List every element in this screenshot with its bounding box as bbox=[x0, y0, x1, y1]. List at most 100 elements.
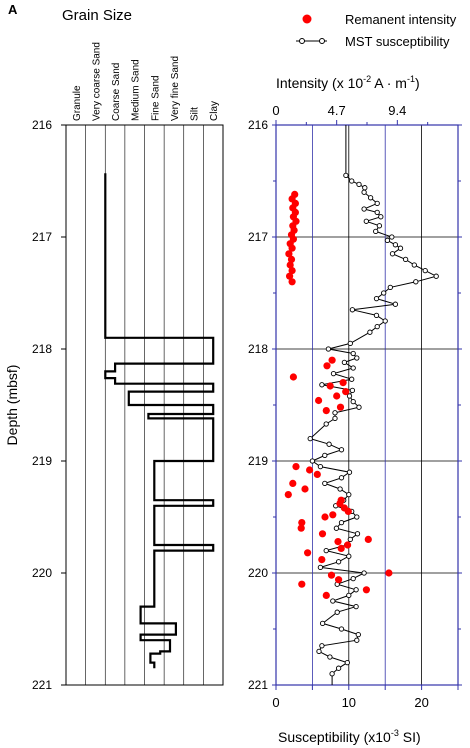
mst-susceptibility-point bbox=[341, 359, 348, 366]
mst-susceptibility-point bbox=[307, 435, 313, 442]
magnetics-y-tick-label: 218 bbox=[248, 342, 268, 356]
mst-susceptibility-point bbox=[378, 214, 384, 220]
remanent-intensity-point bbox=[288, 267, 296, 275]
remanent-intensity-point bbox=[336, 403, 345, 411]
remanent-intensity-point bbox=[322, 407, 330, 415]
remanent-intensity-point bbox=[323, 362, 331, 370]
mst-susceptibility-point bbox=[338, 626, 345, 632]
mst-susceptibility-point bbox=[411, 262, 417, 268]
mst-susceptibility-line bbox=[309, 125, 438, 685]
mst-susceptibility-point bbox=[323, 421, 329, 427]
mst-susceptibility-point bbox=[373, 312, 380, 319]
remanent-intensity-point bbox=[301, 485, 309, 493]
grain-size-y-axis-title: Depth (mbsf) bbox=[4, 365, 20, 446]
mst-susceptibility-point bbox=[334, 609, 340, 615]
mst-susceptibility-point bbox=[392, 301, 399, 307]
mst-susceptibility-point bbox=[374, 323, 380, 330]
mst-susceptibility-point bbox=[347, 340, 353, 347]
mst-susceptibility-point bbox=[374, 200, 380, 207]
remanent-intensity-point bbox=[313, 470, 321, 478]
remanent-intensity-point bbox=[321, 513, 329, 521]
mst-susceptibility-point bbox=[327, 654, 333, 660]
mst-susceptibility-point bbox=[384, 237, 391, 244]
mst-susceptibility-point bbox=[354, 514, 360, 520]
mst-susceptibility-point bbox=[354, 531, 361, 537]
remanent-intensity-point bbox=[335, 576, 343, 584]
mst-susceptibility-point bbox=[361, 570, 367, 576]
remanent-intensity-point bbox=[287, 255, 296, 263]
grain-size-title: Grain Size bbox=[62, 7, 132, 24]
mst-susceptibility-point bbox=[362, 185, 368, 191]
mst-susceptibility-point bbox=[392, 242, 399, 248]
mst-susceptibility-point bbox=[367, 329, 373, 335]
mst-susceptibility-point bbox=[397, 245, 404, 251]
magnetics-x-tick-label: 20 bbox=[414, 695, 428, 710]
remanent-intensity-point bbox=[333, 392, 341, 400]
bottom-axis-title: Susceptibility (x10-3 SI) bbox=[278, 728, 421, 745]
mst-susceptibility-point bbox=[361, 206, 367, 212]
mst-susceptibility-point bbox=[402, 256, 409, 263]
mst-susceptibility-point bbox=[326, 441, 332, 447]
remanent-intensity-point bbox=[306, 466, 314, 474]
mst-susceptibility-point bbox=[355, 631, 361, 638]
mst-susceptibility-point bbox=[330, 370, 337, 377]
grain-size-y-tick-label: 216 bbox=[32, 118, 52, 132]
top-axis-title: Intensity (x 10-2 A · m-1) bbox=[276, 74, 420, 91]
remanent-intensity-point bbox=[288, 278, 296, 286]
mst-susceptibility-point bbox=[349, 178, 355, 184]
remanent-intensity-point bbox=[298, 519, 306, 527]
remanent-intensity-point bbox=[327, 571, 336, 579]
grain-size-category-label: Medium Sand bbox=[131, 59, 142, 121]
remanent-intensity-point bbox=[336, 500, 344, 508]
grain-size-category-label: Fine Sand bbox=[150, 75, 161, 121]
magnetics-y-tick-label: 216 bbox=[248, 118, 268, 132]
mst-susceptibility-point bbox=[338, 519, 345, 526]
mst-susceptibility-point bbox=[381, 290, 387, 296]
mst-susceptibility-point bbox=[387, 284, 393, 291]
grain-size-category-label: Very coarse Sand bbox=[91, 42, 102, 121]
mst-susceptibility-point bbox=[349, 376, 355, 382]
remanent-intensity-point bbox=[289, 479, 297, 487]
mst-susceptibility-point bbox=[335, 665, 342, 671]
remanent-intensity-point bbox=[297, 524, 305, 532]
mst-susceptibility-point bbox=[337, 486, 343, 492]
magnetics-x-tick-label: 0 bbox=[272, 695, 279, 710]
remanent-intensity-point bbox=[315, 396, 323, 405]
mst-susceptibility-point bbox=[349, 387, 356, 394]
mst-susceptibility-point bbox=[309, 458, 316, 464]
remanent-intensity-point bbox=[304, 549, 312, 557]
magnetics-top-tick-label: 0 bbox=[272, 103, 279, 118]
mst-susceptibility-point bbox=[319, 620, 326, 627]
grain-size-y-tick-label: 218 bbox=[32, 342, 52, 356]
grain-size-y-tick-label: 219 bbox=[32, 454, 52, 468]
mst-susceptibility-point bbox=[346, 469, 353, 475]
mst-susceptibility-point bbox=[346, 592, 352, 599]
mst-susceptibility-point bbox=[343, 172, 349, 179]
mst-susceptibility-point bbox=[335, 559, 342, 565]
mst-susceptibility-point bbox=[376, 223, 383, 229]
remanent-intensity-point bbox=[284, 491, 292, 499]
magnetics-y-tick-label: 220 bbox=[248, 566, 268, 580]
remanent-intensity-point bbox=[328, 356, 336, 364]
grain-size-category-labels: Granule Very coarse Sand Coarse Sand Medium… bbox=[72, 42, 220, 121]
mst-susceptibility-point bbox=[413, 279, 419, 285]
remanent-intensity-point bbox=[289, 373, 297, 381]
mst-susceptibility-point bbox=[346, 553, 352, 559]
mst-susceptibility-point bbox=[382, 318, 388, 324]
mst-susceptibility-point bbox=[322, 452, 328, 459]
remanent-intensity-point bbox=[337, 544, 345, 553]
mst-susceptibility-point bbox=[354, 637, 360, 643]
remanent-intensity-point bbox=[364, 535, 372, 544]
grain-size-category-label: Very fine Sand bbox=[170, 56, 181, 121]
mst-susceptibility-point bbox=[373, 295, 380, 302]
magnetics-x-tick-label: 10 bbox=[342, 695, 356, 710]
mst-susceptibility-point bbox=[323, 547, 329, 554]
remanent-intensity-point bbox=[292, 463, 300, 471]
remanent-intensity-point bbox=[318, 530, 327, 538]
grain-size-y-axis: 216 217 218 219 220 221 bbox=[32, 118, 66, 692]
remanent-intensity-point bbox=[298, 580, 306, 588]
legend-mst-marker bbox=[319, 38, 325, 44]
grain-size-category-label: Granule bbox=[72, 85, 83, 121]
grain-size-category-label: Clay bbox=[209, 101, 220, 121]
